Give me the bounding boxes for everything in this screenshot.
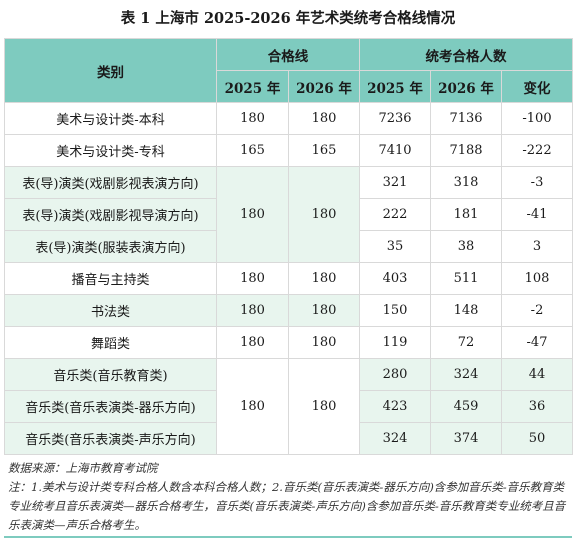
header-count-2025: 2025 年 xyxy=(359,70,431,103)
table-row: 音乐类(音乐表演类-声乐方向) 324 374 50 xyxy=(4,422,574,455)
count-change: -3 xyxy=(500,166,574,199)
table-row: 表(导)演类(戏剧影视表演方向) 180 180 321 318 -3 xyxy=(4,166,574,263)
table-row: 表(导)演类(戏剧影视导演方向) 222 181 -41 xyxy=(4,198,574,231)
count-change: -41 xyxy=(500,198,574,231)
footnote: 注：1.美术与设计类专科合格人数含本科合格人数；2.音乐类(音乐表演类-器乐方向… xyxy=(8,480,566,532)
line-2025: 180 xyxy=(216,102,289,135)
count-change: 108 xyxy=(500,262,574,295)
line-2026: 180 xyxy=(288,358,360,455)
count-change: 36 xyxy=(500,390,574,423)
table-row: 舞蹈类 180 180 119 72 -47 xyxy=(4,326,574,359)
count-change: 44 xyxy=(500,358,574,391)
count-2025: 35 xyxy=(359,230,431,263)
count-2025: 324 xyxy=(359,422,431,455)
line-2026: 180 xyxy=(288,326,360,359)
count-change: 3 xyxy=(500,230,574,263)
table-row: 美术与设计类-专科 165 165 7410 7188 -222 xyxy=(4,134,574,167)
count-2025: 7410 xyxy=(359,134,431,167)
count-2026: 148 xyxy=(430,294,502,327)
header-pass-count: 统考合格人数 xyxy=(358,38,574,71)
row-name: 音乐类(音乐教育类) xyxy=(4,358,217,391)
count-2026: 181 xyxy=(430,198,502,231)
row-name: 播音与主持类 xyxy=(4,262,217,295)
count-2025: 321 xyxy=(359,166,431,199)
line-2025: 180 xyxy=(216,262,289,295)
count-2026: 38 xyxy=(430,230,502,263)
table-notes: 数据来源：上海市教育考试院 注：1.美术与设计类专科合格人数含本科合格人数；2.… xyxy=(8,459,568,535)
count-change: -47 xyxy=(500,326,574,359)
line-2025: 165 xyxy=(216,134,289,167)
row-name: 表(导)演类(服装表演方向) xyxy=(4,230,217,263)
table-title: 表 1 上海市 2025-2026 年艺术类统考合格线情况 xyxy=(120,10,456,27)
count-change: -2 xyxy=(500,294,574,327)
count-2025: 119 xyxy=(359,326,431,359)
count-2026: 7136 xyxy=(430,102,502,135)
row-name: 舞蹈类 xyxy=(4,326,217,359)
line-2026: 180 xyxy=(288,262,360,295)
table-row: 书法类 180 180 150 148 -2 xyxy=(4,294,574,327)
count-2025: 150 xyxy=(359,294,431,327)
header-pass-line: 合格线 xyxy=(216,38,360,71)
line-2025: 180 xyxy=(216,294,289,327)
count-2025: 280 xyxy=(359,358,431,391)
count-2026: 459 xyxy=(430,390,502,423)
count-2026: 324 xyxy=(430,358,502,391)
line-2026: 165 xyxy=(288,134,360,167)
count-change: 50 xyxy=(500,422,574,455)
count-2026: 511 xyxy=(430,262,502,295)
row-name: 表(导)演类(戏剧影视导演方向) xyxy=(4,198,217,231)
table-row: 表(导)演类(服装表演方向) 35 38 3 xyxy=(4,230,574,263)
table-row: 音乐类(音乐教育类) 180 180 280 324 44 xyxy=(4,358,574,455)
header-count-2026: 2026 年 xyxy=(430,70,502,103)
count-change: -222 xyxy=(500,134,574,167)
count-2025: 403 xyxy=(359,262,431,295)
line-2026: 180 xyxy=(288,166,360,263)
row-name: 表(导)演类(戏剧影视表演方向) xyxy=(4,166,217,199)
count-2026: 374 xyxy=(430,422,502,455)
header-change: 变化 xyxy=(500,70,574,103)
line-2026: 180 xyxy=(288,102,360,135)
row-name: 美术与设计类-本科 xyxy=(4,102,217,135)
header-category: 类别 xyxy=(4,38,217,103)
header-line-2025: 2025 年 xyxy=(216,70,289,103)
data-source: 数据来源：上海市教育考试院 xyxy=(8,461,158,475)
count-2026: 72 xyxy=(430,326,502,359)
count-2025: 423 xyxy=(359,390,431,423)
line-2025: 180 xyxy=(216,358,289,455)
row-name: 音乐类(音乐表演类-声乐方向) xyxy=(4,422,217,455)
row-name: 书法类 xyxy=(4,294,217,327)
row-name: 音乐类(音乐表演类-器乐方向) xyxy=(4,390,217,423)
count-2025: 222 xyxy=(359,198,431,231)
count-2026: 7188 xyxy=(430,134,502,167)
line-2026: 180 xyxy=(288,294,360,327)
table-row: 播音与主持类 180 180 403 511 108 xyxy=(4,262,574,295)
line-2025: 180 xyxy=(216,166,289,263)
table-row: 美术与设计类-本科 180 180 7236 7136 -100 xyxy=(4,102,574,135)
count-2025: 7236 xyxy=(359,102,431,135)
row-name: 美术与设计类-专科 xyxy=(4,134,217,167)
count-2026: 318 xyxy=(430,166,502,199)
line-2025: 180 xyxy=(216,326,289,359)
header-line-2026: 2026 年 xyxy=(288,70,360,103)
pass-line-table: 类别 合格线 统考合格人数 2025 年 2026 年 2025 年 2026 … xyxy=(4,38,574,455)
count-change: -100 xyxy=(500,102,574,135)
bottom-rule xyxy=(4,536,572,538)
